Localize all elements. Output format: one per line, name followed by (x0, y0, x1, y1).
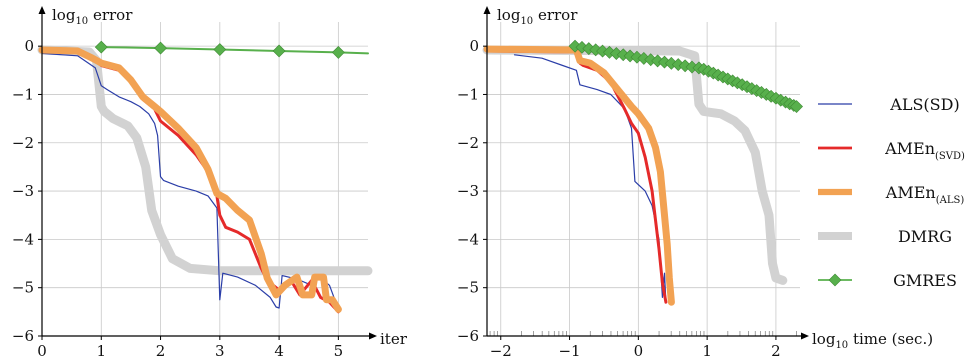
gmres-marker (213, 43, 227, 56)
series-line-amenals (38, 46, 342, 313)
x-tick-label: −1 (558, 342, 580, 360)
y-tick-label: −6 (12, 327, 34, 345)
x-tick-label: 1 (702, 342, 712, 360)
legend-label: AMEn(SVD) (884, 139, 965, 162)
y-tick-label: −3 (12, 182, 34, 200)
legend-label: GMRES (893, 271, 957, 290)
legend-diamond (828, 273, 842, 287)
x-tick-label: 4 (274, 342, 284, 360)
y-tick-label: −5 (12, 279, 34, 297)
y-axis-arrow (38, 6, 46, 14)
x-axis-arrow (369, 332, 377, 340)
x-tick-label: 2 (771, 342, 781, 360)
series-line-alssd (513, 54, 667, 303)
series-line-gmres (100, 46, 369, 55)
gmres-marker (272, 44, 286, 58)
x-axis-title: log10 time (sec.) (812, 330, 933, 351)
y-axis-arrow (483, 6, 491, 14)
gmres-marker (331, 46, 345, 59)
y-tick-label: 0 (24, 37, 34, 55)
gmres-marker (94, 40, 108, 54)
gmres-marker (790, 100, 803, 113)
y-tick-label: −4 (457, 230, 479, 248)
series-line-amensvd (485, 49, 668, 304)
y-tick-label: −1 (457, 85, 479, 103)
gmres-marker (154, 41, 167, 55)
legend: ALS(SD) AMEn(SVD) AMEn(ALS) DMRG GMRES (818, 95, 965, 290)
y-tick-label: −2 (457, 134, 479, 152)
y-tick-label: −1 (12, 85, 34, 103)
right-panel: 0 −1 −2 −3 −4 −5 −6 −2 −1 0 1 2 log10 error log10 tim… (457, 6, 933, 360)
legend-label: DMRG (898, 227, 952, 246)
legend-label: ALS(SD) (889, 95, 959, 114)
x-tick-label: 2 (156, 342, 166, 360)
y-tick-label: −4 (12, 230, 34, 248)
y-tick-label: −2 (12, 134, 34, 152)
x-tick-label: 5 (334, 342, 344, 360)
x-tick-label: 1 (96, 342, 106, 360)
x-axis-title: iter (380, 330, 408, 348)
legend-label: AMEn(ALS) (885, 183, 965, 206)
x-tick-label: −2 (490, 342, 512, 360)
y-axis-title: log10 error (497, 6, 578, 27)
x-tick-label: 3 (215, 342, 225, 360)
y-tick-label: 0 (469, 37, 479, 55)
y-tick-label: −6 (457, 327, 479, 345)
series-line-amenals (483, 45, 675, 306)
y-tick-label: −3 (457, 182, 479, 200)
y-axis-title: log10 error (52, 6, 133, 27)
series-line-dmrg (482, 45, 788, 285)
x-tick-label: 0 (634, 342, 644, 360)
x-tick-label: 0 (37, 342, 47, 360)
x-axis-arrow (801, 332, 809, 340)
y-tick-label: −5 (457, 279, 479, 297)
